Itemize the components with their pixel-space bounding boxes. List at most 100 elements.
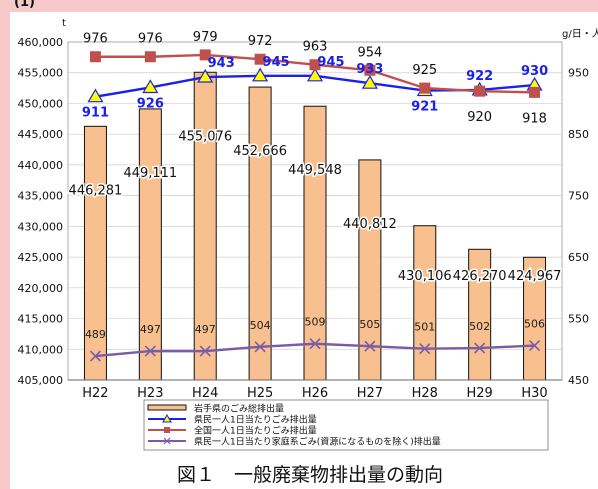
- bar: [248, 86, 272, 381]
- bar: [303, 105, 327, 381]
- triangle-marker: [306, 67, 324, 82]
- x-tick-label: H24: [192, 386, 218, 401]
- bar-value-label: 424,967: [508, 269, 562, 284]
- x-tick-label: H26: [302, 386, 328, 401]
- left-tick-label: 455,000: [18, 67, 64, 80]
- right-tick-label: 650: [568, 251, 589, 264]
- line-value-label: 504: [250, 319, 271, 332]
- line-value-label: 979: [193, 30, 218, 45]
- line-value-label: 489: [85, 328, 106, 341]
- x-marker: [199, 345, 211, 357]
- line-value-label: 509: [305, 316, 326, 329]
- legend-label: 県民一人1日当たりごみ排出量: [194, 414, 317, 426]
- right-tick-label: 850: [568, 128, 589, 141]
- bar-value-label: 452,666: [233, 144, 287, 159]
- square-marker: [529, 86, 541, 98]
- line-value-label: 963: [303, 40, 328, 55]
- legend-swatch: [147, 404, 187, 411]
- square-marker: [364, 64, 376, 76]
- square-marker: [89, 51, 101, 63]
- left-tick-label: 450,000: [18, 97, 64, 110]
- left-tick-label: 410,000: [18, 343, 64, 356]
- bar-value-label: 426,270: [453, 269, 507, 284]
- bar-value-label: 446,281: [69, 183, 123, 198]
- left-tick-label: 460,000: [18, 36, 64, 49]
- triangle-marker: [361, 74, 378, 89]
- triangle-marker: [142, 79, 159, 94]
- line-value-label: 922: [466, 69, 493, 84]
- bar-value-label: 455,076: [178, 129, 232, 144]
- legend-marker: [164, 427, 170, 433]
- right-tick-label: 450: [568, 374, 589, 387]
- line-value-label: 918: [522, 111, 547, 126]
- square-marker: [144, 51, 156, 63]
- square-marker: [254, 53, 266, 65]
- left-tick-label: 440,000: [18, 159, 64, 172]
- x-tick-label: H23: [137, 386, 163, 401]
- triangle-marker: [197, 68, 214, 83]
- line-value-label: 911: [82, 106, 109, 121]
- left-tick-label: 415,000: [18, 313, 64, 326]
- section-number: (1): [14, 0, 35, 10]
- x-marker: [89, 350, 102, 362]
- line-series: 911 926 943 945 945 933 921 922 930 976 976 979 972 9…: [82, 30, 548, 362]
- axes: 405,000 410,000 415,000 420,000 425,000 430,0…: [18, 36, 590, 401]
- square-marker: [309, 59, 321, 71]
- x-marker: [254, 341, 266, 353]
- triangle-marker: [87, 88, 104, 103]
- line-value-label: 497: [195, 323, 216, 336]
- line-value-label: 926: [137, 96, 164, 111]
- left-tick-label: 420,000: [18, 282, 64, 295]
- line-value-label: 501: [414, 321, 435, 334]
- bar: [413, 225, 437, 381]
- x-tick-label: H27: [357, 386, 383, 401]
- left-tick-label: 445,000: [18, 128, 64, 141]
- bar-value-label: 449,548: [288, 163, 342, 178]
- legend-box: [143, 399, 549, 451]
- x-marker: [364, 340, 376, 352]
- left-tick-label: 405,000: [18, 374, 64, 387]
- line-value-label: 933: [356, 62, 383, 77]
- legend-marker: [162, 413, 172, 423]
- square-marker: [419, 82, 431, 94]
- x-marker: [528, 340, 541, 352]
- right-tick-label: 550: [568, 313, 589, 326]
- x-marker: [474, 342, 486, 354]
- x-tick-label: H22: [82, 386, 108, 401]
- bar-value-label: 449,111: [123, 166, 177, 181]
- x-tick-label: H29: [467, 386, 493, 401]
- line-value-label: 502: [469, 320, 490, 333]
- legend-label: 岩手県のごみ総排出量: [194, 403, 284, 415]
- left-tick-label: 435,000: [18, 190, 64, 203]
- line-value-label: 954: [357, 45, 382, 60]
- line-value-label: 976: [138, 32, 163, 47]
- x-marker: [419, 343, 431, 355]
- square-marker: [199, 49, 211, 61]
- line-value-label: 506: [524, 318, 545, 331]
- x-marker: [144, 345, 156, 357]
- line-value-label: 497: [140, 323, 161, 336]
- left-tick-label: 430,000: [18, 220, 64, 233]
- line-value-label: 925: [412, 63, 437, 78]
- chart-title: 図１ 一般廃棄物排出量の動向: [177, 464, 443, 486]
- triangle-marker: [252, 67, 269, 82]
- right-unit: g/日・人: [562, 28, 598, 40]
- legend-label: 県民一人1日当たり家庭系ごみ(資源になるものを除く)排出量: [194, 436, 441, 448]
- x-tick-label: H28: [412, 386, 438, 401]
- bar: [138, 108, 162, 381]
- square-marker: [474, 85, 486, 97]
- x-marker: [309, 338, 321, 350]
- x-tick-label: H30: [521, 386, 547, 401]
- line-value-label: 972: [248, 34, 273, 49]
- line-value-label: 930: [521, 64, 548, 79]
- line-value-label: 921: [411, 100, 438, 115]
- line-value-label: 945: [317, 55, 344, 70]
- line-value-label: 920: [467, 110, 492, 125]
- legend-marker: [163, 437, 171, 445]
- left-unit: t: [62, 18, 66, 29]
- legend-label: 全国一人1日当たりごみ排出量: [194, 425, 317, 437]
- line-value-label: 976: [83, 32, 108, 47]
